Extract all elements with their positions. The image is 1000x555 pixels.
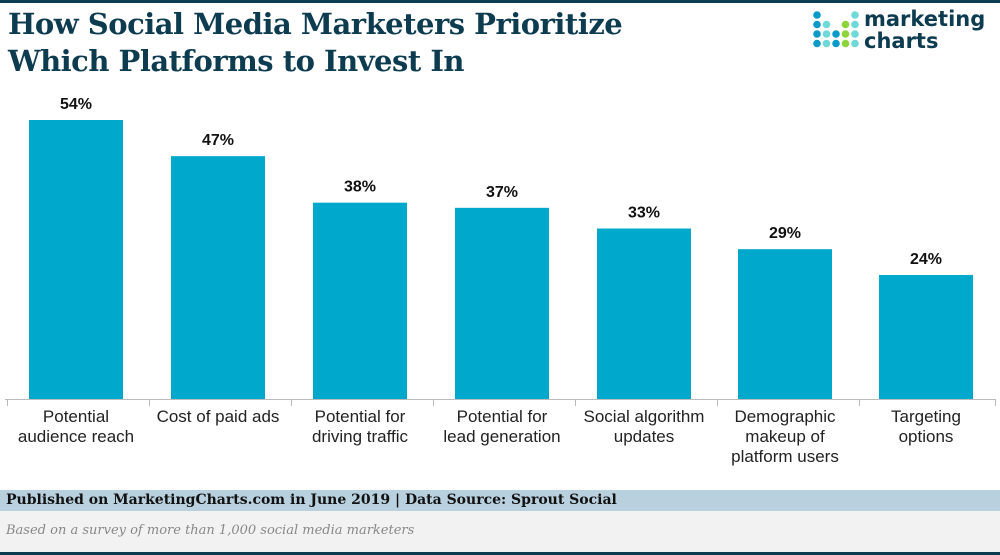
category-label: Social algorithm updates [573,407,715,447]
value-label: 38% [344,179,376,196]
category-label-line: Potential [42,407,110,426]
bar [597,228,691,399]
chart-title: How Social Media Marketers Prioritize Wh… [8,6,623,80]
category-label-line: Social algorithm [583,407,705,426]
category-label-line: Cost of paid ads [156,407,280,426]
category-label-line: Targeting [891,407,961,426]
category-label: Potential audience reach [5,407,147,447]
bar [313,202,407,399]
category-label-line: audience reach [17,427,135,446]
title-line-1: How Social Media Marketers Prioritize [8,7,623,41]
category-label-line: Demographic [734,407,836,426]
logo-dots-icon [813,11,859,48]
category-label: Demographic makeup of platform users [714,407,856,467]
top-border [0,0,1000,3]
category-label: Targeting options [855,407,997,447]
bar [171,156,265,399]
category-label-line: Potential for [456,407,548,426]
value-label: 54% [60,96,92,113]
survey-note: Based on a survey of more than 1,000 soc… [0,511,1000,552]
bar [738,249,832,399]
category-label-line: lead generation [443,427,561,446]
value-label: 37% [486,184,518,201]
logo-line-2: charts [864,29,939,53]
category-label-line: updates [613,427,675,446]
published-source: Published on MarketingCharts.com in June… [0,490,1000,511]
title-line-2: Which Platforms to Invest In [8,44,464,78]
category-label: Potential for lead generation [431,407,573,447]
bottom-border [0,552,1000,555]
bar-chart: 54% 47% 38% 37% 33% 29% 24% [5,96,996,406]
category-label: Potential for driving traffic [289,407,431,447]
category-label: Cost of paid ads [147,407,289,427]
category-label-line: options [898,427,954,446]
category-label-line: driving traffic [311,427,409,446]
category-label-line: makeup of [745,427,825,446]
value-label: 29% [769,225,801,242]
bar [29,120,123,399]
category-label-line: platform users [731,447,839,466]
logo-line-1: marketing [864,7,986,31]
bar [455,207,549,399]
value-label: 33% [628,205,660,222]
bar [879,275,973,399]
category-label-line: Potential for [314,407,406,426]
marketingcharts-logo: marketing charts [812,7,997,60]
value-label: 24% [910,251,942,268]
value-label: 47% [202,132,234,149]
